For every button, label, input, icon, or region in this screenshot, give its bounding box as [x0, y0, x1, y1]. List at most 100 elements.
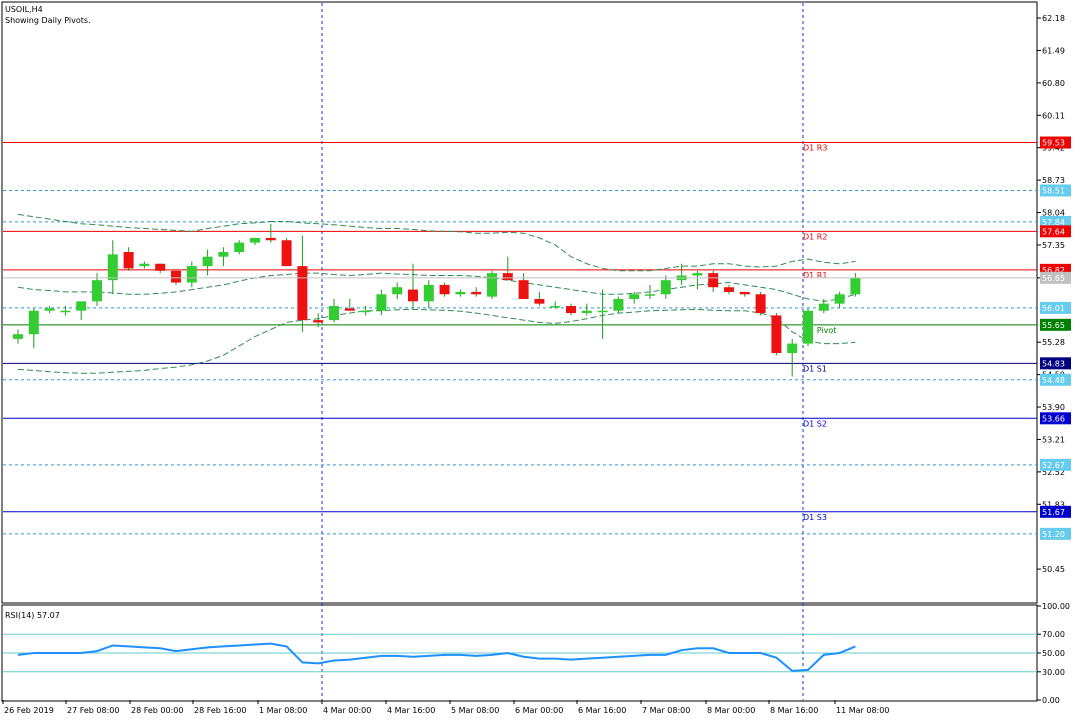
pivot-tag: [1040, 357, 1071, 370]
pivot-lines: D1 R3 D1 R2 D1 R1 D1 Pivot D1 S1 D1 S2 D1 S3: [3, 142, 1037, 522]
candle-bull: [550, 306, 561, 308]
candle-bear: [708, 273, 719, 288]
candle-bull: [692, 273, 703, 276]
rsi-tick-label: 70.00: [1042, 630, 1065, 639]
candle-bull: [487, 273, 497, 297]
candle-bull: [803, 310, 813, 344]
candle-bull: [423, 284, 434, 302]
rsi-tick-label: 30.00: [1042, 668, 1065, 677]
period-separators: [321, 3, 804, 700]
pivot-tag-label: 56.82: [1042, 266, 1065, 275]
level-tag: [1040, 215, 1071, 228]
symbol-label: USOIL,H4: [5, 5, 43, 14]
candle-bull: [218, 251, 229, 257]
time-tick-label: 4 Mar 00:00: [323, 706, 371, 715]
pivot-tag-label: 59.53: [1042, 139, 1065, 148]
rsi-axis: 100.00 70.00 50.00 30.00 0.00: [1037, 602, 1070, 705]
price-tags: 58.51 57.84 56.01 54.48 52.67 51.20 59.53 57.64…: [3, 136, 1071, 540]
pivot-tag: [1040, 412, 1071, 425]
level-tag: [1040, 184, 1071, 197]
pivot-tag: [1040, 136, 1071, 149]
rsi-tick-label: 0.00: [1042, 696, 1060, 705]
candle-bull: [76, 301, 87, 311]
pivot-label: D1 S3: [803, 513, 827, 522]
rsi-series: [17, 642, 856, 672]
level-tag-label: 58.51: [1042, 186, 1065, 195]
price-tick-label: 53.90: [1042, 403, 1065, 412]
band-upper: [17, 213, 856, 272]
candle-bear: [313, 320, 324, 323]
candle-bull: [645, 294, 655, 296]
candle-bull: [629, 294, 640, 299]
price-tick-label: 61.49: [1042, 46, 1065, 55]
time-tick-label: 27 Feb 08:00: [67, 706, 119, 715]
candle-bear: [344, 308, 355, 311]
candle-bull: [329, 306, 339, 321]
candle-bull: [107, 254, 118, 281]
candle-bull: [613, 298, 624, 311]
candle-bull: [60, 310, 71, 313]
time-tick-label: 8 Mar 16:00: [770, 706, 818, 715]
candle-bull: [139, 263, 150, 267]
time-axis: 26 Feb 2019 27 Feb 08:00 28 Feb 00:00 28 Fe…: [2, 700, 889, 715]
pivot-label: D1 S2: [803, 419, 827, 428]
pivot-tag: [1040, 318, 1071, 331]
price-tick-label: 50.45: [1042, 565, 1065, 574]
candle-bull: [28, 310, 39, 335]
pivot-label: D1 R1: [803, 271, 827, 280]
current-price-tag: [1040, 271, 1071, 284]
candle-bull: [376, 294, 387, 311]
candle-bear: [265, 237, 276, 241]
candle-bull: [787, 343, 798, 354]
pivot-label: D1 R2: [803, 232, 827, 241]
level-tag-label: 51.20: [1042, 530, 1065, 539]
price-tick-label: 57.35: [1042, 241, 1065, 250]
candle-bear: [123, 251, 134, 269]
candle-bear: [534, 298, 545, 304]
time-tick-label: 26 Feb 2019: [4, 706, 54, 715]
candle-bear: [771, 315, 782, 354]
candle-bear: [471, 291, 482, 295]
candle-bear: [518, 280, 529, 299]
candle-bull: [818, 303, 829, 311]
time-tick-label: 7 Mar 08:00: [642, 706, 690, 715]
candle-bear: [297, 266, 308, 321]
candles: [13, 223, 861, 377]
pivot-tag-label: 55.65: [1042, 321, 1065, 330]
rsi-level-lines: [3, 633, 1037, 673]
candle-bear: [502, 273, 513, 281]
price-tick-label: 60.11: [1042, 111, 1065, 120]
candle-bull: [250, 237, 260, 243]
time-tick-label: 11 Mar 08:00: [836, 706, 889, 715]
pivot-label: D1 Pivot: [803, 326, 836, 335]
time-tick-label: 6 Mar 16:00: [578, 706, 626, 715]
time-tick-label: 28 Feb 00:00: [131, 706, 183, 715]
candle-bear: [408, 289, 418, 302]
candle-bull: [392, 287, 403, 295]
rsi-line: [17, 642, 856, 672]
rsi-tick-label: 50.00: [1042, 649, 1065, 658]
level-tag-label: 56.01: [1042, 304, 1065, 313]
pivot-tag-label: 51.67: [1042, 508, 1065, 517]
candle-bull: [834, 294, 845, 304]
candle-bear: [755, 294, 766, 314]
candle-bear: [724, 287, 734, 292]
candle-bull: [202, 256, 213, 267]
level-lines: [3, 189, 1037, 535]
price-tick-label: 60.80: [1042, 79, 1065, 88]
candle-bear: [171, 270, 181, 283]
level-tag: [1040, 458, 1071, 471]
current-price-label: 56.65: [1042, 274, 1065, 283]
band-lower: [17, 308, 856, 374]
level-tag-label: 52.67: [1042, 461, 1065, 470]
price-tick-label: 51.83: [1042, 500, 1065, 509]
candle-bull: [92, 280, 102, 302]
candle-bear: [281, 240, 292, 267]
price-tick-label: 58.73: [1042, 176, 1065, 185]
price-tick-label: 58.04: [1042, 209, 1065, 218]
candle-bear: [155, 263, 166, 271]
time-tick-label: 1 Mar 08:00: [259, 706, 307, 715]
pivot-label: D1 R3: [803, 144, 827, 153]
